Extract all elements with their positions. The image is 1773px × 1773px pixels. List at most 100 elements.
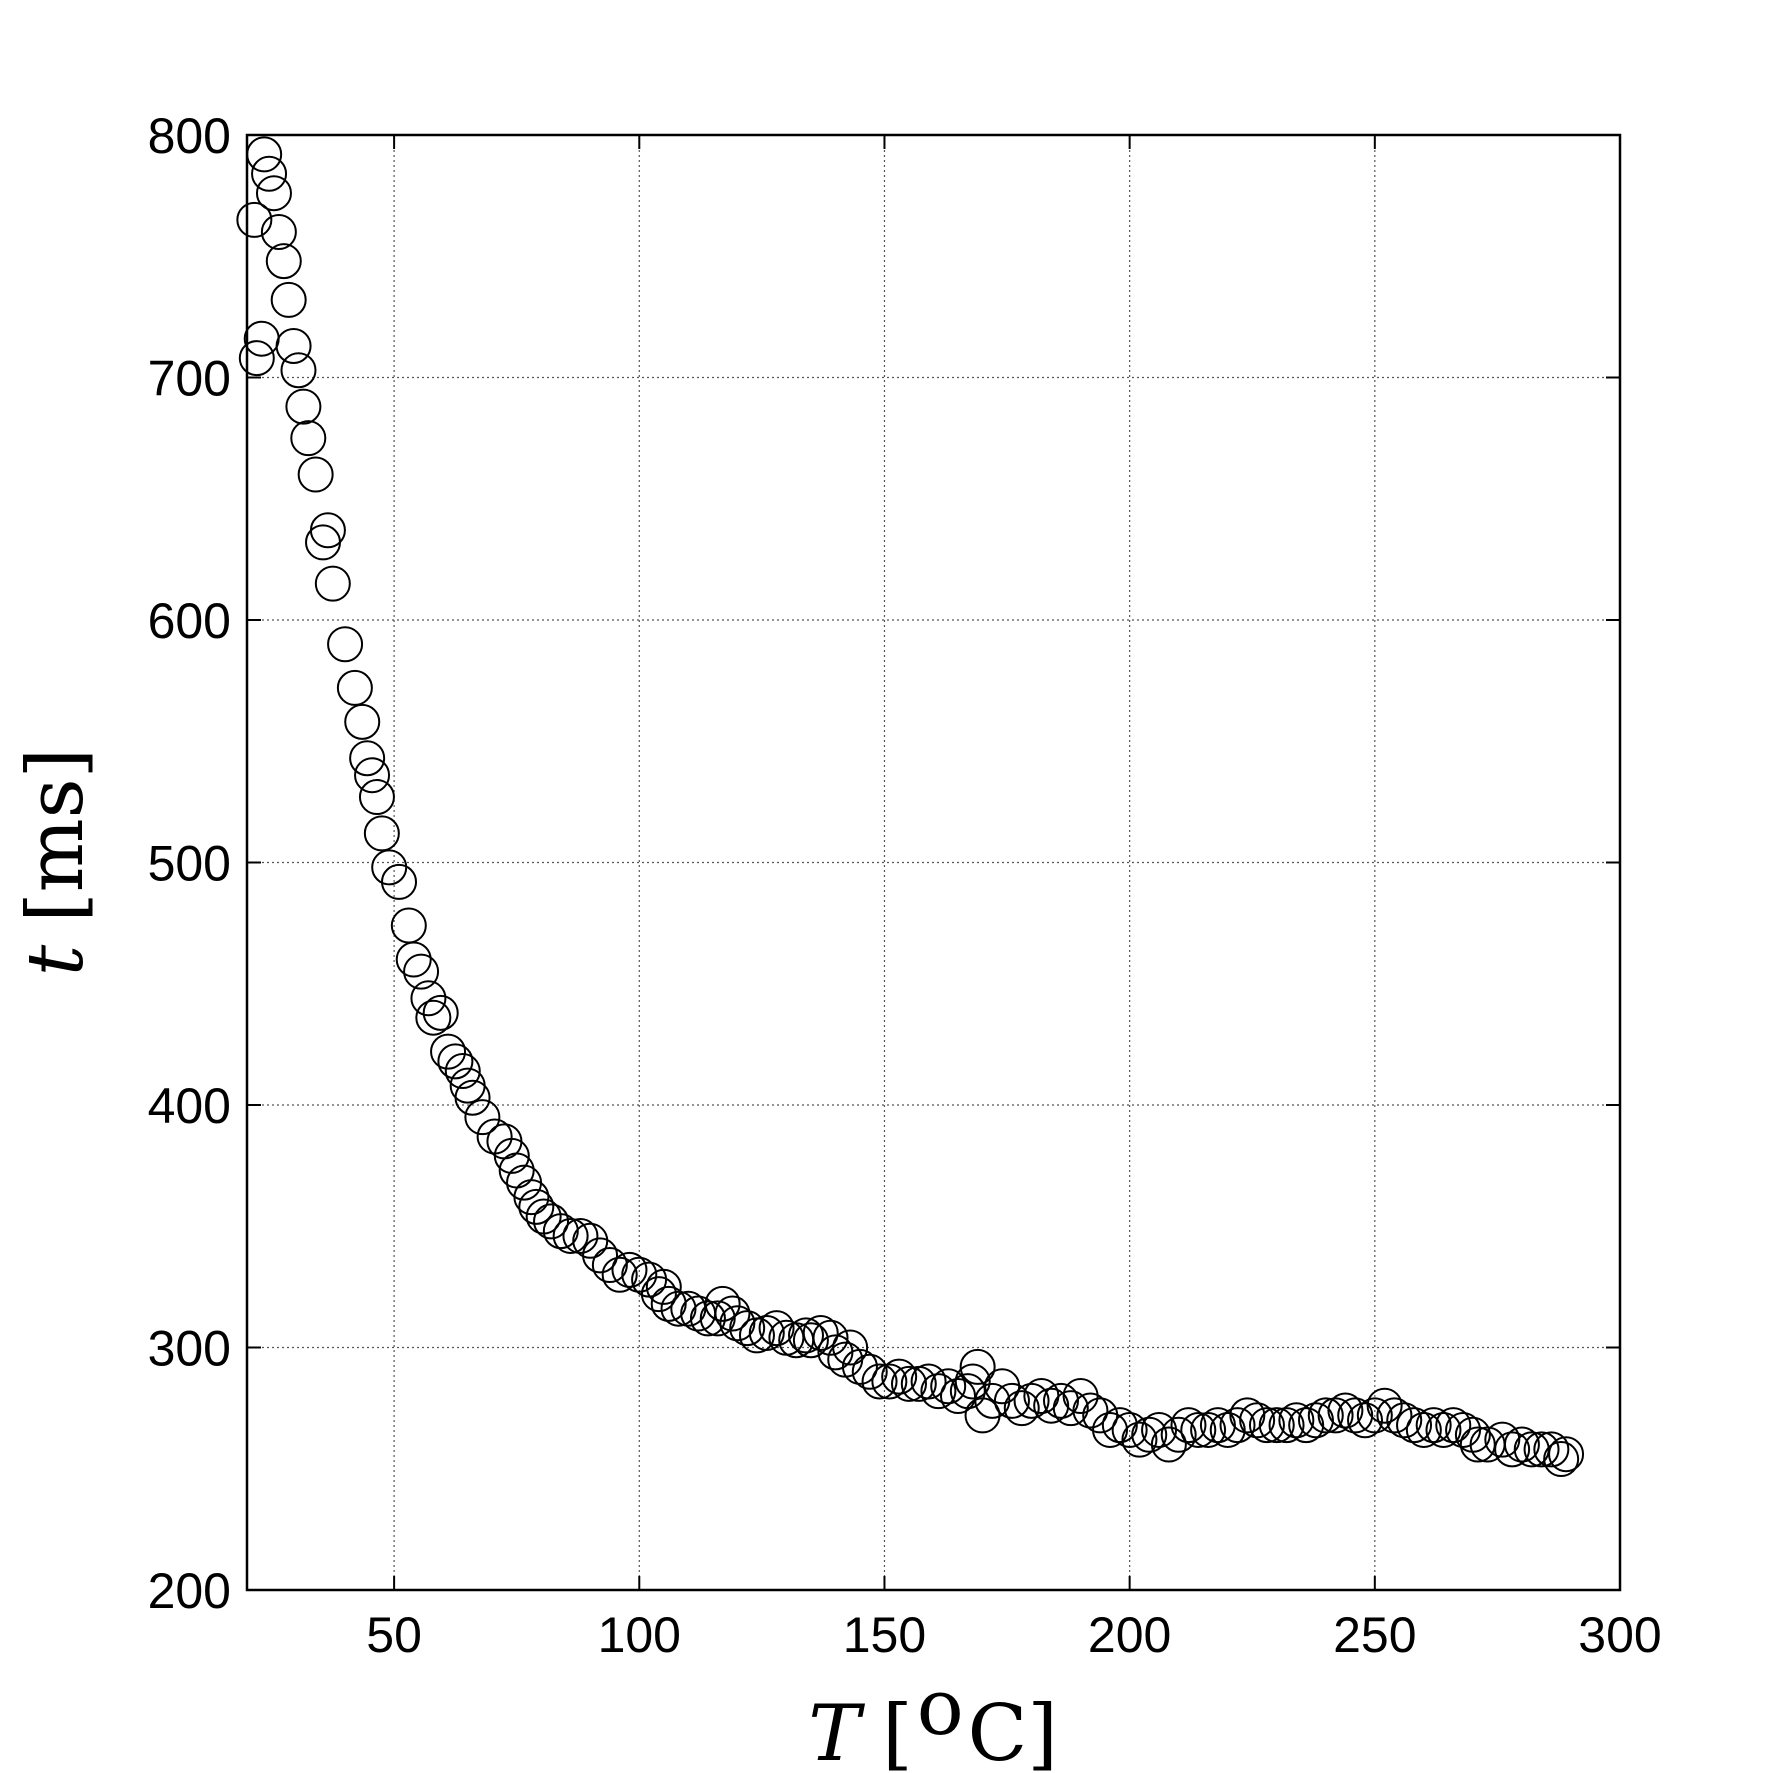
data-point [1386, 1402, 1423, 1439]
data-point [349, 740, 386, 777]
data-point [851, 1353, 888, 1390]
data-point [358, 779, 395, 816]
data-point [1543, 1441, 1580, 1478]
data-point [792, 1322, 829, 1359]
data-point [920, 1373, 957, 1410]
x-axis-label: T [ o C] [808, 1663, 1058, 1773]
data-point [437, 1043, 474, 1080]
x-tick-label: 200 [1088, 1607, 1171, 1663]
data-point [1150, 1426, 1187, 1463]
data-point [611, 1251, 648, 1288]
data-point [650, 1285, 687, 1322]
data-point [464, 1099, 501, 1136]
data-point [444, 1053, 481, 1090]
data-point [513, 1179, 550, 1216]
x-axis-unit-open: [ [882, 1689, 912, 1773]
data-point [689, 1300, 726, 1337]
data-point [542, 1213, 579, 1250]
data-point [270, 281, 307, 318]
data-point [1523, 1431, 1560, 1468]
x-axis-unit-superscript: o [917, 1663, 964, 1753]
data-point [788, 1317, 825, 1354]
data-point [621, 1256, 658, 1293]
data-point [1248, 1407, 1285, 1444]
data-point [265, 243, 302, 280]
data-point [260, 214, 297, 250]
data-point [1494, 1431, 1531, 1468]
x-tick-label: 50 [366, 1607, 422, 1663]
data-point [251, 155, 288, 192]
data-point [1356, 1397, 1393, 1434]
data-point [660, 1290, 697, 1327]
data-point [1111, 1411, 1148, 1448]
data-point [601, 1256, 638, 1293]
data-point [552, 1217, 589, 1254]
data-point [871, 1363, 908, 1400]
data-point [1327, 1392, 1364, 1429]
data-point [403, 953, 440, 990]
grid [247, 135, 1620, 1590]
data-point [1405, 1411, 1442, 1448]
data-point [381, 863, 418, 900]
data-point [395, 941, 432, 978]
data-point [1042, 1382, 1079, 1419]
y-tick-label: 700 [148, 351, 231, 407]
data-point [430, 1033, 467, 1070]
data-point [1258, 1407, 1295, 1444]
data-point [1415, 1407, 1452, 1444]
y-tick-label: 800 [148, 108, 231, 164]
data-point [1101, 1407, 1138, 1444]
data-point [1297, 1402, 1334, 1439]
y-tick-label: 200 [148, 1563, 231, 1619]
data-point [640, 1276, 677, 1313]
data-point [1396, 1407, 1433, 1444]
data-point [290, 420, 327, 457]
data-point [1278, 1402, 1315, 1439]
data-point [1503, 1426, 1540, 1463]
data-point [1347, 1402, 1384, 1439]
data-point [959, 1348, 996, 1385]
y-axis-symbol: t [11, 944, 101, 976]
x-axis-unit: C] [968, 1689, 1058, 1773]
y-tick-label: 500 [148, 836, 231, 892]
data-point [1180, 1411, 1217, 1448]
data-point [493, 1137, 530, 1174]
data-point [1033, 1387, 1070, 1424]
data-point [1288, 1407, 1325, 1444]
data-point [285, 388, 322, 425]
data-point [1092, 1411, 1129, 1448]
data-point [645, 1268, 682, 1305]
y-tick-label: 300 [148, 1321, 231, 1377]
data-point [699, 1300, 736, 1337]
y-axis-unit: [ms] [11, 748, 101, 923]
data-point [1548, 1436, 1585, 1473]
data-point [1199, 1407, 1236, 1444]
data-point [415, 999, 452, 1036]
data-point [1160, 1416, 1197, 1453]
data-point [832, 1329, 869, 1366]
tick-labels: 50 100 150 200 250 300 200 300 400 500 600 700 800 [148, 108, 1662, 1663]
data-point [344, 703, 381, 740]
y-tick-label: 400 [148, 1078, 231, 1134]
data-point [591, 1247, 628, 1284]
data-point [930, 1368, 967, 1405]
data-point [582, 1237, 619, 1274]
data-point [454, 1079, 491, 1116]
data-point [327, 626, 364, 663]
y-axis-label: t [ms] [11, 748, 101, 976]
x-tick-label: 150 [843, 1607, 926, 1663]
data-point [1219, 1407, 1256, 1444]
data-point [354, 757, 391, 794]
data-point [297, 456, 334, 493]
data-point [1229, 1397, 1266, 1434]
data-point [336, 669, 373, 706]
x-tick-label: 100 [598, 1607, 681, 1663]
data-point [802, 1314, 839, 1351]
data-point [238, 340, 275, 377]
data-point [758, 1310, 795, 1347]
data-point [1268, 1407, 1305, 1444]
data-point [954, 1363, 991, 1400]
data-point [881, 1358, 918, 1395]
data-point [422, 994, 459, 1031]
